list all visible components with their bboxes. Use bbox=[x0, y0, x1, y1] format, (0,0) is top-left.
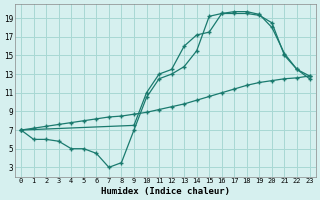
X-axis label: Humidex (Indice chaleur): Humidex (Indice chaleur) bbox=[101, 187, 230, 196]
